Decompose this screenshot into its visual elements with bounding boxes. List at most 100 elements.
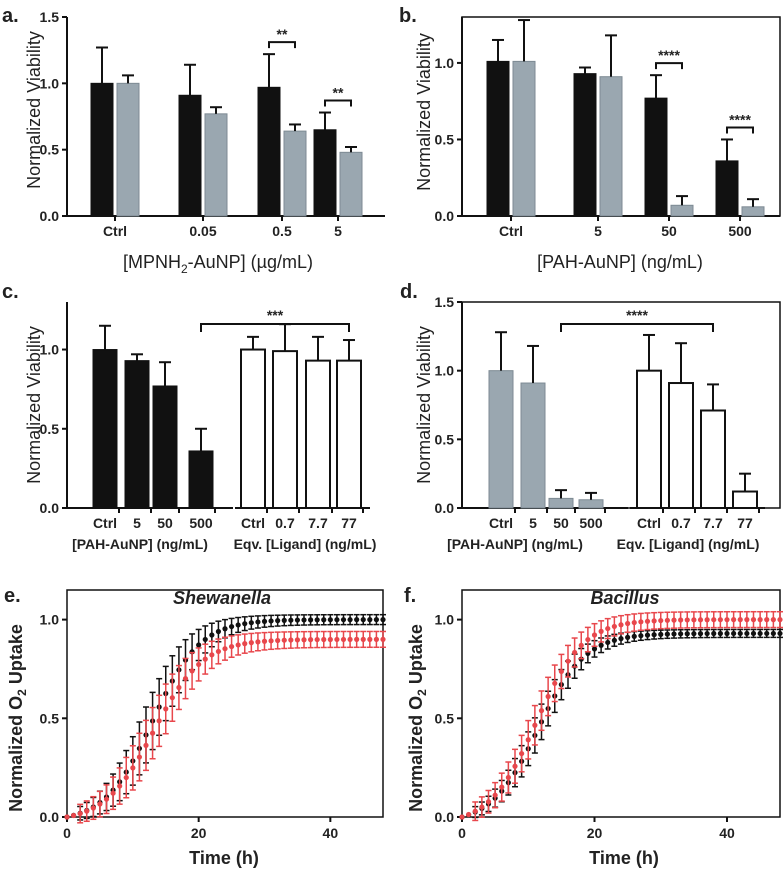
panel-e-point [275,618,281,624]
panel-d-x-tick-label: Ctrl [637,515,661,531]
panel-f-letter: f. [404,585,416,607]
panel-e-point [288,637,294,643]
panel-a-significance-label: ** [277,26,288,42]
panel-f-point [691,617,697,623]
panel-c: c. 0.0 0.5 1.0 Ctrl 5 50 500 Ctrl 0.7 7.7 77 *** No… [2,281,376,552]
panel-a-x-tick-label: 0.5 [272,223,292,239]
panel-a-bar-black [90,82,114,217]
panel-f-point [724,630,730,637]
panel-a-x-tick-label: 0.05 [189,223,216,239]
panel-e-point [202,656,208,662]
panel-e-point [189,668,195,674]
panel-c-x-tick-label: 5 [133,515,141,531]
panel-e-point [90,805,96,811]
panel-d-chart: 0.0 0.5 1.0 1.5 Ctrl 5 50 500 Ctrl 0.7 7.7 77 **** [435,294,781,531]
panel-e-point [360,636,366,642]
panel-f-point [605,625,611,632]
panel-f-point [565,658,571,664]
panel-e-point [215,648,222,655]
panel-e-point [307,617,314,623]
panel-a-significance-bracket [268,41,296,49]
panel-b-bar-gray [741,206,765,217]
panel-b-y-tick-label: 0.5 [435,131,455,147]
panel-c-x-tick-label: 500 [189,515,213,531]
panel-f-point [750,630,757,637]
panel-b-bar-black [644,97,668,217]
panel-f-point [704,617,710,623]
panel-f-y-tick-label: 1.0 [435,612,455,628]
panel-f-series-red [459,610,783,822]
panel-f-point [479,804,485,810]
panel-e-point [354,636,360,642]
panel-e-point [288,617,294,623]
panel-e: e. Shewanella 0.0 0.5 1.0 0 20 40 Normalized … [4,585,386,868]
panel-e-point [261,618,268,624]
panel-b-bar-gray [512,60,536,217]
panel-f-point [466,811,472,818]
panel-f-point [711,630,717,637]
panel-f-point [631,619,637,626]
panel-a-chart: 0.0 0.5 1.0 1.5 Ctrl 0.05 0.5 5 ** ** [40,9,385,239]
panel-e-point [228,643,235,650]
panel-b-bar-black [573,73,597,217]
panel-f-point [678,631,684,637]
panel-a-significance-bracket [324,99,352,107]
panel-f-point [658,617,664,624]
panel-e-xlabel: Time (h) [189,848,259,868]
panel-c-y-tick-label: 1.0 [40,342,60,358]
panel-e-point [215,628,222,635]
panel-f-chart: 0.0 0.5 1.0 0 20 40 [435,589,783,841]
panel-c-x-tick-label: Ctrl [93,515,117,531]
panel-f-point [664,617,670,623]
panel-e-point [380,636,386,642]
panel-b-letter: b. [399,5,417,27]
panel-d-significance-bracket [560,323,714,332]
panel-e-point [176,684,182,691]
panel-e-point [334,636,340,643]
panel-e-point [307,637,314,643]
panel-f-point [585,636,591,643]
panel-e-point [334,617,340,623]
panel-e-point [242,641,248,647]
panel-f-x-tick-label: 20 [587,825,603,841]
panel-b-bar-gray [670,204,694,217]
panel-f-point [757,617,763,623]
panel-c-bar [272,350,298,509]
panel-b-x-tick-label: Ctrl [499,223,523,239]
panel-e-point [314,617,320,623]
panel-e-point [340,617,347,623]
panel-e-point [130,765,136,771]
panel-c-x-tick-label: 77 [341,515,357,531]
panel-e-point [123,774,129,781]
panel-e-point [367,617,373,623]
panel-a-x-tick-label: 5 [334,223,342,239]
panel-d-group-label-2: Eqv. [Ligand] (ng/mL) [617,536,760,552]
panel-d-x-tick-label: Ctrl [489,515,513,531]
panel-f-point [492,792,498,798]
panel-e-point [103,796,110,802]
panel-d-bar [548,497,574,509]
panel-d-x-tick-label: 5 [529,515,537,531]
panel-e-point [235,622,241,628]
panel-e-x-tick-label: 20 [191,825,207,841]
panel-f-ylabel: Normalized O2 Uptake [406,624,429,812]
panel-f-point [678,617,684,623]
panel-f-point [611,637,617,643]
panel-c-x-tick-label: 7.7 [308,515,328,531]
panel-b-x-tick-label: 50 [661,223,677,239]
panel-e-point [222,626,228,632]
panel-e-point [261,638,268,644]
panel-c-bar [336,359,362,509]
panel-e-point [327,636,333,643]
panel-e-point [248,620,254,626]
panel-e-point [301,637,307,643]
panel-b-significance-label: **** [658,47,680,63]
panel-e-point [209,652,215,658]
panel-b-chart: 0.0 0.5 1.0 Ctrl 5 50 500 **** **** [435,16,781,239]
panel-e-x-tick-label: 0 [63,825,71,841]
panel-f-point [651,618,657,624]
panel-f-point [525,737,531,743]
panel-d-bar [732,490,758,509]
panel-e-point [281,637,287,643]
